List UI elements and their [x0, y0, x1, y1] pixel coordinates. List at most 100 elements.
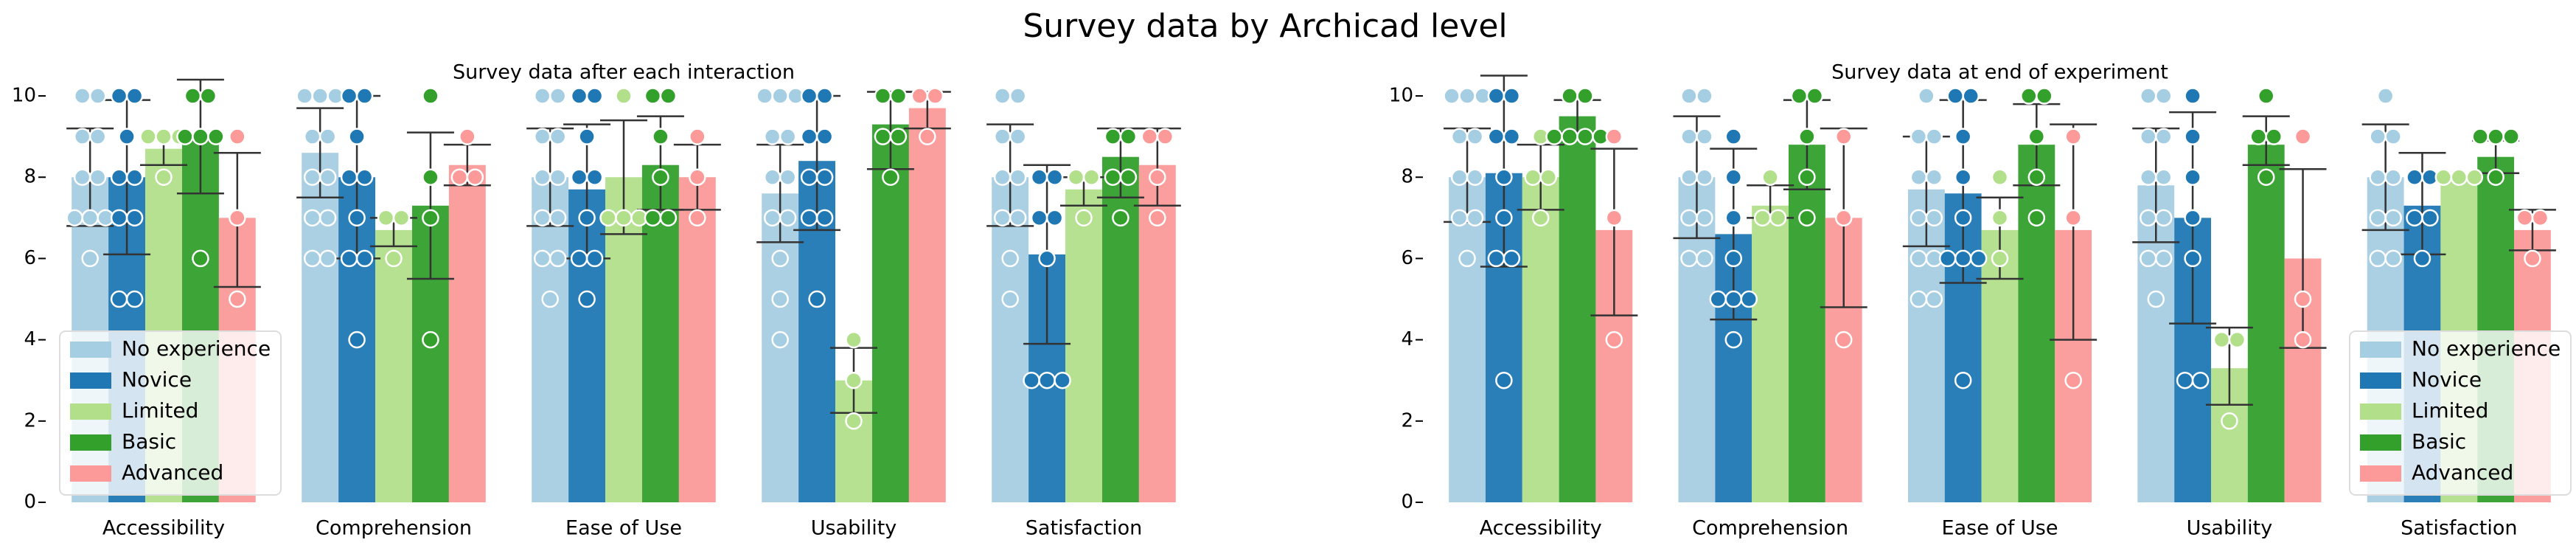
legend-label: Advanced	[2412, 460, 2513, 485]
data-point	[2155, 168, 2173, 186]
data-point	[1009, 128, 1027, 145]
data-point	[318, 128, 337, 145]
data-point	[1009, 87, 1027, 105]
data-point	[1696, 128, 1713, 145]
y-tick-label: 10	[1389, 85, 1413, 107]
data-point	[2155, 128, 2173, 145]
data-point	[1001, 290, 1019, 308]
data-point	[993, 168, 1012, 186]
data-point	[1696, 209, 1713, 227]
y-tick-label: 4	[24, 328, 36, 350]
data-point	[466, 168, 484, 186]
data-point	[2155, 249, 2173, 268]
data-point	[2406, 168, 2423, 186]
bar	[2018, 145, 2055, 503]
data-point	[1680, 168, 1698, 186]
data-point	[689, 128, 706, 145]
data-point	[2140, 168, 2157, 186]
data-point	[763, 209, 781, 227]
error-bar	[1590, 148, 1638, 316]
legend-label: Novice	[2412, 367, 2482, 392]
data-point	[1067, 168, 1085, 186]
data-point	[2384, 209, 2402, 227]
data-point	[1724, 168, 1743, 186]
bar	[302, 153, 339, 503]
data-point	[815, 128, 834, 145]
data-point	[1925, 209, 1943, 227]
data-point	[2384, 128, 2402, 145]
data-point	[1030, 168, 1048, 186]
data-point	[1104, 128, 1122, 145]
data-point	[771, 249, 789, 268]
legend-swatch	[2360, 403, 2401, 420]
data-point	[2369, 168, 2387, 186]
data-point	[192, 249, 209, 268]
data-point	[2384, 249, 2402, 268]
data-point	[800, 87, 818, 105]
data-point	[1045, 209, 1064, 227]
data-point	[689, 168, 706, 186]
data-point	[1495, 209, 1513, 227]
data-point	[874, 87, 892, 105]
data-point	[2184, 249, 2201, 268]
data-point	[1119, 168, 1138, 186]
bar	[375, 229, 412, 502]
data-point	[1806, 87, 1824, 105]
data-point	[1769, 209, 1787, 227]
data-point	[88, 87, 107, 105]
data-point	[207, 128, 225, 145]
data-point	[1954, 371, 1972, 389]
data-point	[139, 128, 157, 145]
data-point	[533, 87, 551, 105]
data-point	[845, 371, 863, 389]
data-point	[2294, 290, 2312, 308]
legend-label: No experience	[122, 336, 271, 361]
data-point	[2027, 209, 2046, 227]
data-point	[1910, 209, 1928, 227]
data-point	[125, 209, 144, 227]
bar	[1789, 145, 1825, 503]
error-bar	[406, 131, 454, 280]
data-point	[1561, 128, 1578, 145]
error-bar	[2050, 123, 2098, 341]
data-point	[1503, 249, 1521, 268]
data-point	[311, 87, 329, 105]
data-point	[1156, 128, 1174, 145]
error-bar	[1133, 127, 1181, 207]
data-point	[66, 209, 83, 227]
data-point	[1969, 249, 1988, 268]
data-point	[377, 209, 395, 227]
data-point	[541, 290, 559, 308]
legend-swatch	[70, 465, 111, 482]
data-point	[1545, 128, 1563, 145]
data-point	[1466, 209, 1484, 227]
legend-frame	[2349, 330, 2572, 496]
data-point	[348, 128, 366, 145]
data-point	[549, 87, 567, 105]
data-point	[2184, 128, 2201, 145]
data-point	[2413, 249, 2431, 268]
bar	[2247, 145, 2285, 503]
data-point	[1038, 371, 1056, 389]
data-point	[184, 87, 202, 105]
data-point	[570, 87, 588, 105]
data-point	[1082, 168, 1101, 186]
x-tick-label: Comprehension	[1692, 517, 1848, 540]
legend-label: Limited	[122, 398, 198, 423]
data-point	[763, 168, 781, 186]
y-tick-label: 8	[24, 166, 36, 188]
data-point	[2184, 168, 2201, 186]
data-point	[1696, 249, 1713, 268]
data-point	[355, 168, 374, 186]
data-point	[1001, 249, 1019, 268]
data-point	[533, 128, 551, 145]
data-point	[845, 412, 863, 430]
data-point	[1740, 290, 1758, 308]
data-point	[2140, 128, 2157, 145]
chart-title: Survey data after each interaction	[453, 61, 795, 84]
bar	[908, 108, 946, 502]
data-point	[1466, 168, 1484, 186]
data-point	[1149, 168, 1166, 186]
data-point	[422, 168, 439, 186]
data-point	[659, 209, 678, 227]
